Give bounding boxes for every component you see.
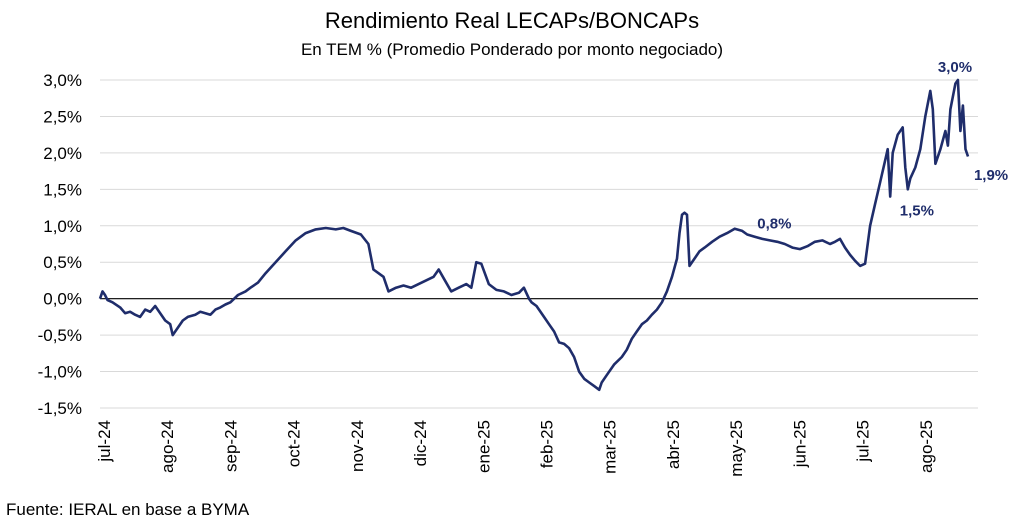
y-tick-label: 2,5% bbox=[43, 107, 82, 126]
series-line bbox=[98, 78, 970, 392]
data-label: 0,8% bbox=[757, 215, 791, 232]
annotations-layer: 3,0% 0,8% 1,5% 1,9% bbox=[757, 59, 1008, 232]
gridlines bbox=[100, 79, 978, 409]
y-tick-label: -0,5% bbox=[38, 326, 82, 345]
y-tick-label: 0,5% bbox=[43, 253, 82, 272]
x-tick-label: may-25 bbox=[727, 420, 746, 477]
x-tick-label: dic-24 bbox=[411, 420, 430, 466]
data-label: 1,5% bbox=[900, 202, 934, 219]
x-tick-label: jul-25 bbox=[854, 420, 873, 463]
y-tick-label: 2,0% bbox=[43, 144, 82, 163]
series-layer bbox=[98, 78, 970, 392]
chart-title: Rendimiento Real LECAPs/BONCAPs bbox=[324, 8, 700, 33]
y-axis-ticks: 3,0% 2,5% 2,0% 1,5% 1,0% 0,5% 0,0% -0,5% -1,0% -1… bbox=[38, 71, 82, 418]
x-tick-label: oct-24 bbox=[285, 420, 304, 467]
x-tick-label: jul-24 bbox=[95, 420, 114, 463]
chart-subtitle: En TEM % (Promedio Ponderado por monto n… bbox=[300, 40, 724, 59]
data-label: 3,0% bbox=[938, 59, 972, 76]
x-tick-label: ene-25 bbox=[474, 420, 493, 473]
x-axis-ticks: jul-24 ago-24 sep-24 oct-24 nov-24 dic-24 ene-… bbox=[95, 420, 936, 477]
y-tick-label: 3,0% bbox=[43, 71, 82, 90]
x-tick-label: ago-24 bbox=[158, 420, 177, 473]
x-tick-label: sep-24 bbox=[221, 420, 240, 472]
y-tick-label: -1,0% bbox=[38, 363, 82, 382]
x-tick-label: mar-25 bbox=[601, 420, 620, 474]
x-tick-label: nov-24 bbox=[348, 420, 367, 472]
x-tick-label: jun-25 bbox=[790, 420, 809, 468]
y-tick-label: -1,5% bbox=[38, 399, 82, 418]
data-label: 1,9% bbox=[974, 167, 1008, 184]
x-tick-label: ago-25 bbox=[917, 420, 936, 473]
x-tick-label: abr-25 bbox=[664, 420, 683, 469]
source-note: Fuente: IERAL en base a BYMA bbox=[6, 500, 250, 519]
y-tick-label: 1,5% bbox=[43, 180, 82, 199]
y-tick-label: 0,0% bbox=[43, 290, 82, 309]
x-tick-label: feb-25 bbox=[537, 420, 556, 468]
y-tick-label: 1,0% bbox=[43, 217, 82, 236]
